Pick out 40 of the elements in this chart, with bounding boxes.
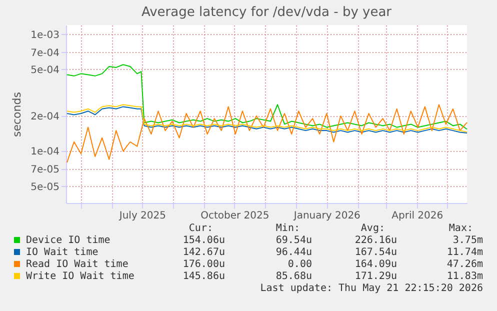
text: Cur: [188, 223, 213, 234]
text: Min: [276, 223, 300, 234]
y-tick-label: 7e-04 [30, 48, 60, 59]
text: 154.06u [182, 235, 225, 246]
x-tick-label: January 2026 [292, 210, 360, 222]
text: 47.26m [446, 259, 483, 270]
text: 11.83m [446, 271, 483, 282]
text: 171.29u [354, 271, 397, 282]
y-tick-label: 1e-04 [30, 146, 60, 158]
y-tick-label: 5e-05 [30, 182, 60, 193]
text: 3.75m [452, 235, 483, 246]
legend-label: Read IO Wait time [26, 259, 128, 270]
y-tick-label: 2e-04 [30, 111, 60, 122]
text: 145.86u [182, 271, 225, 282]
x-tick-label: July 2025 [118, 210, 166, 222]
text: 85.68u [276, 271, 312, 282]
x-tick-label: April 2026 [392, 210, 444, 222]
text: Last update: Thu May 21 22:15:20 2026 [260, 283, 483, 294]
text: 176.00u [182, 259, 225, 270]
line-series [66, 64, 468, 130]
text: 164.09u [354, 259, 397, 270]
text: 0.00 [288, 259, 312, 270]
text: Max: [448, 223, 473, 234]
legend-label: Device IO time [26, 235, 110, 246]
text: 142.67u [182, 247, 225, 258]
y-tick-label: 1e-03 [30, 30, 60, 41]
legend-label: IO Wait time [26, 247, 98, 258]
line-series [66, 104, 468, 163]
y-axis-title: seconds [10, 92, 24, 137]
legend-label: Write IO Wait time [26, 271, 134, 282]
text: 167.54u [354, 247, 397, 258]
text: 11.74m [446, 247, 483, 258]
text: 69.54u [276, 235, 312, 246]
text: Avg: [360, 223, 385, 234]
chart-title: Average latency for /dev/vda - by year [141, 5, 392, 20]
text: 226.16u [354, 235, 397, 246]
y-tick-label: 5e-04 [30, 64, 60, 76]
text: 96.44u [276, 247, 312, 258]
y-tick-label: 7e-05 [30, 164, 60, 176]
x-tick-label: October 2025 [200, 210, 270, 222]
